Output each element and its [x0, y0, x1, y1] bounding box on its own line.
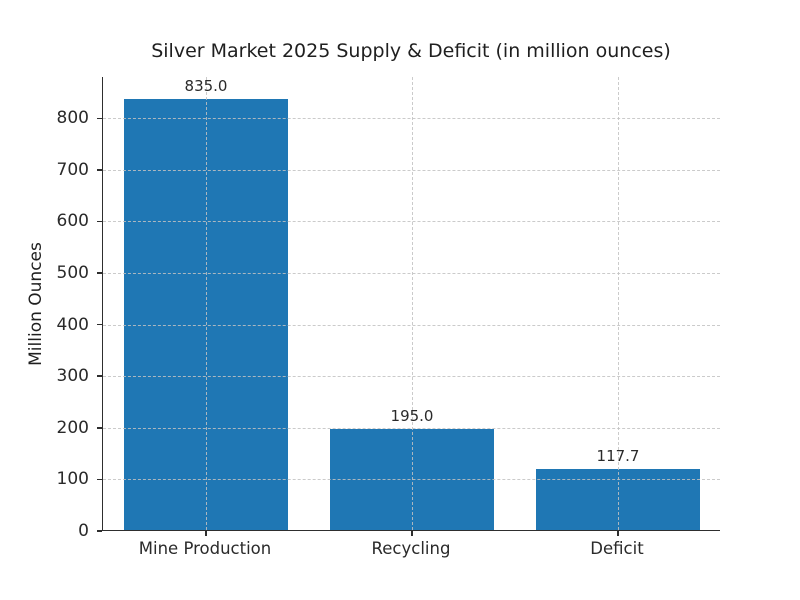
- y-tick-label-0: 0: [78, 521, 89, 541]
- gridline-v-deficit: [618, 77, 619, 530]
- gridline-h-300: [103, 376, 720, 378]
- gridline-v-mine-production: [206, 77, 207, 530]
- y-tick-label-400: 400: [56, 314, 89, 335]
- gridline-h-800: [103, 118, 720, 120]
- gridline-h-200: [103, 427, 720, 429]
- y-tick-mark-400: [97, 323, 102, 326]
- bar-deficit: [535, 469, 701, 530]
- y-tick-mark-200: [97, 427, 102, 429]
- y-tick-label-600: 600: [56, 211, 89, 232]
- y-axis-label: Million Ounces: [26, 242, 46, 366]
- y-tick-label-500: 500: [56, 263, 89, 284]
- gridline-h-100: [103, 479, 720, 481]
- y-tick-label-200: 200: [56, 417, 89, 438]
- x-tick-label-mine-production: Mine Production: [138, 539, 272, 558]
- y-tick-label-300: 300: [56, 366, 89, 387]
- y-tick-mark-600: [97, 220, 102, 223]
- y-tick-mark-300: [97, 375, 102, 377]
- y-tick-label-700: 700: [56, 159, 89, 180]
- x-tick-label-deficit: Deficit: [590, 539, 644, 558]
- x-tick-mark-mine-production: [205, 531, 207, 536]
- y-tick-mark-800: [97, 117, 102, 120]
- chart-title: Silver Market 2025 Supply & Deficit (in …: [151, 40, 671, 62]
- bar-mine-production: [123, 99, 289, 530]
- y-tick-mark-700: [97, 169, 102, 171]
- x-tick-label-recycling: Recycling: [371, 539, 451, 558]
- y-tick-mark-500: [97, 272, 102, 274]
- gridline-h-500: [103, 273, 720, 275]
- gridline-h-400: [103, 324, 720, 326]
- x-tick-mark-recycling: [411, 531, 413, 536]
- y-tick-label-100: 100: [56, 469, 89, 490]
- gridline-h-700: [103, 169, 720, 171]
- gridline-v-recycling: [412, 77, 413, 530]
- bar-value-label-recycling: 195.0: [390, 407, 434, 426]
- y-tick-label-800: 800: [56, 108, 89, 129]
- bar-value-label-deficit: 117.7: [596, 447, 640, 466]
- x-tick-mark-deficit: [617, 531, 619, 536]
- y-tick-mark-0: [97, 530, 102, 532]
- y-tick-mark-100: [97, 478, 102, 481]
- bar-value-label-mine-production: 835.0: [184, 77, 228, 96]
- plot-area: 835.0 195.0 117.7: [102, 77, 720, 531]
- gridline-h-600: [103, 221, 720, 223]
